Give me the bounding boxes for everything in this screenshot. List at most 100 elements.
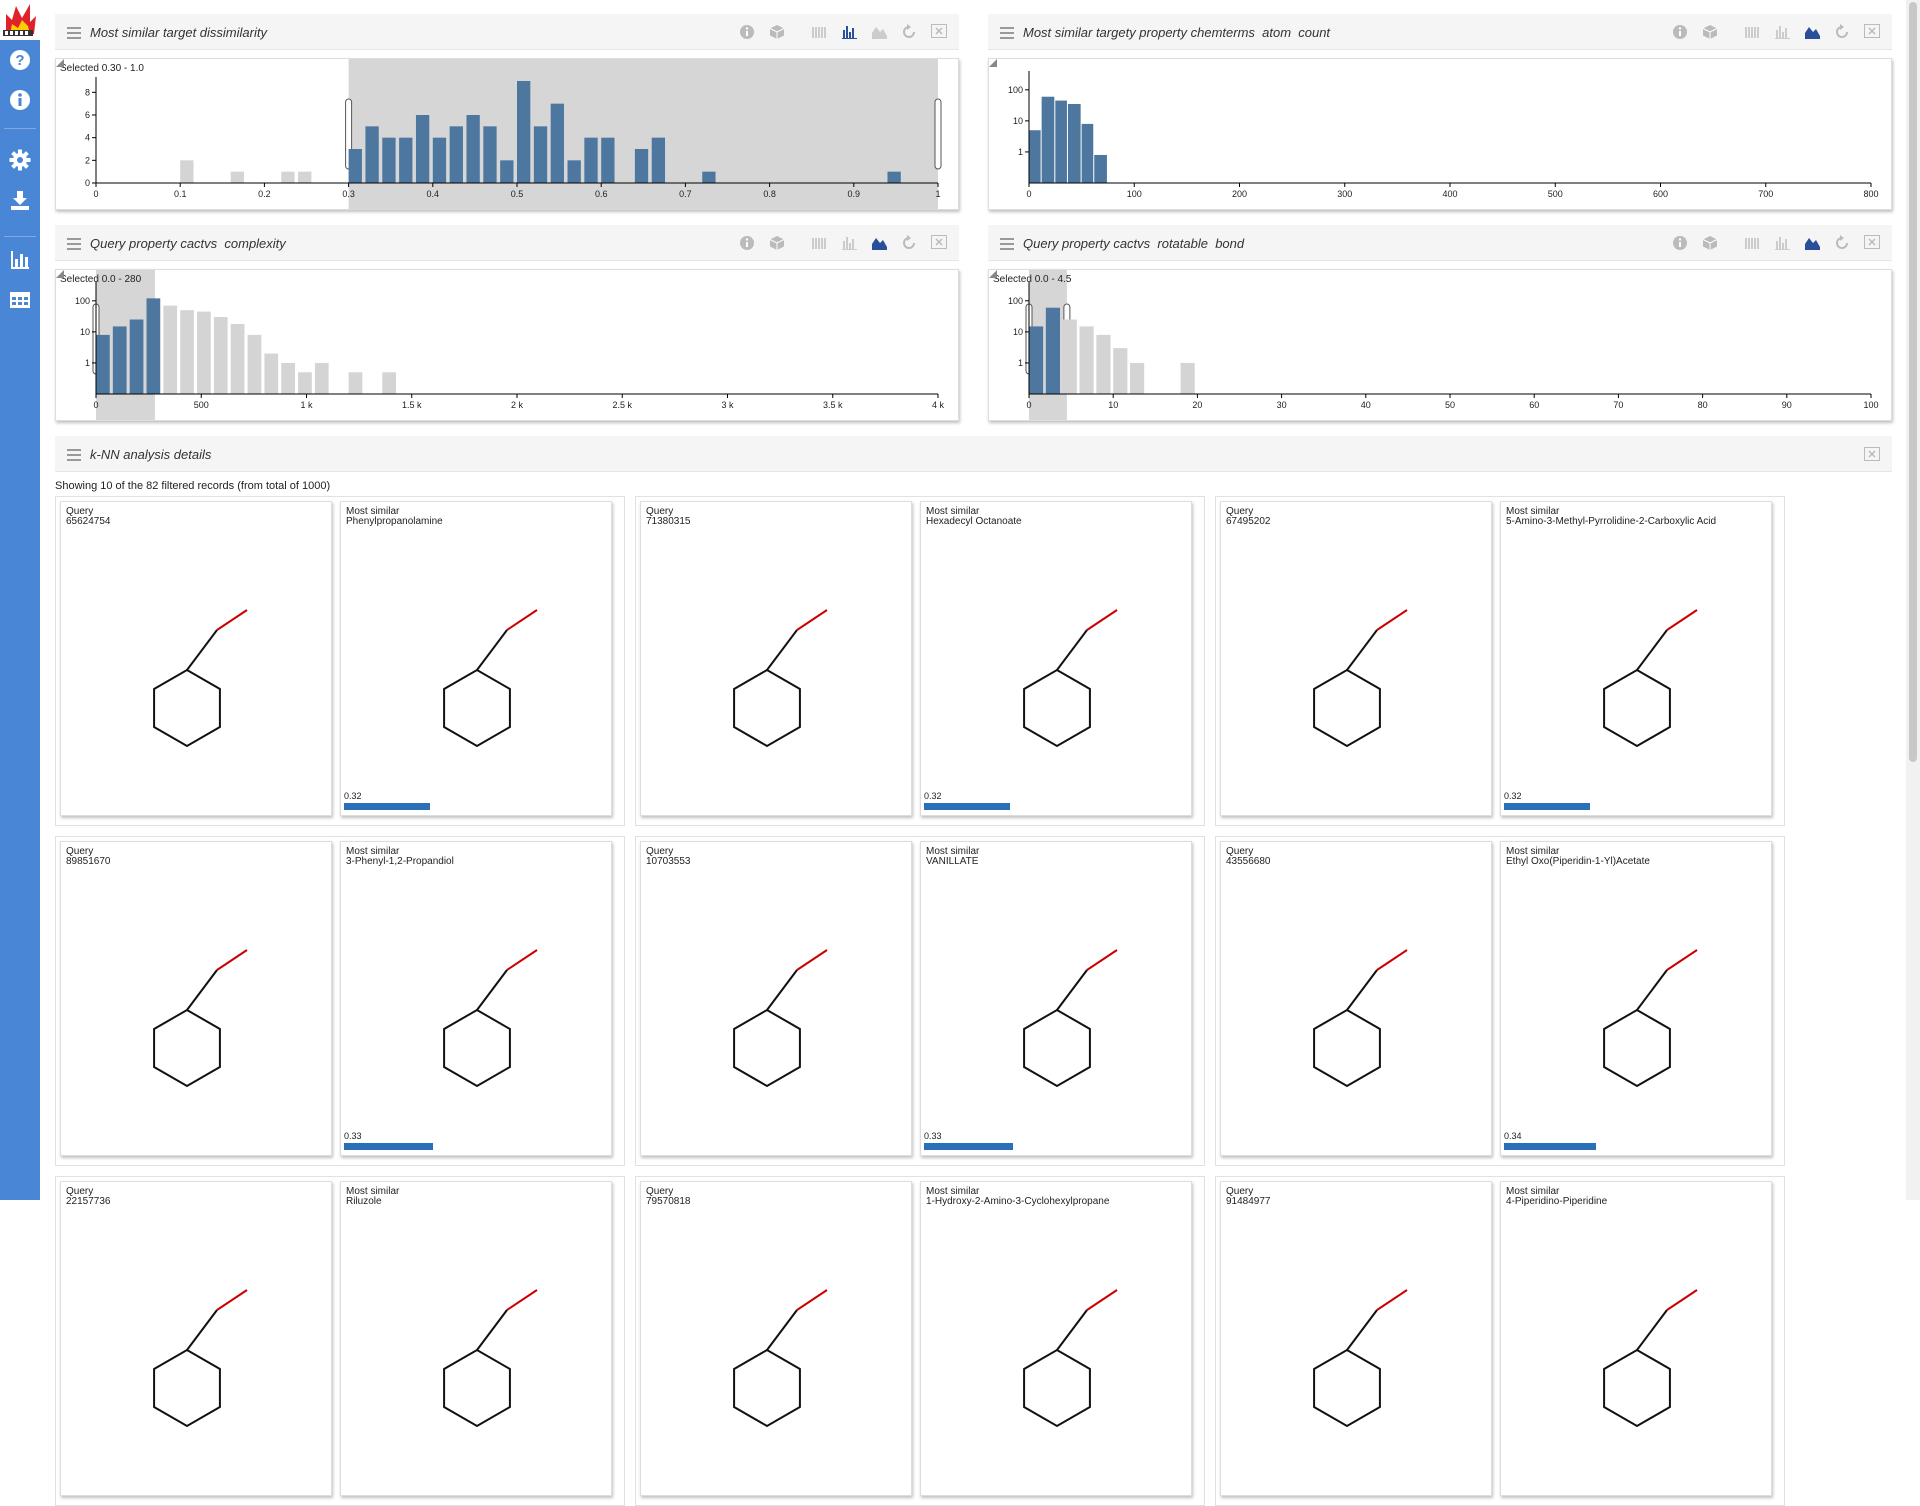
resize-handle-icon[interactable] — [56, 59, 64, 67]
similar-card[interactable]: Most similar Riluzole — [340, 1181, 612, 1496]
histogram-bar — [567, 160, 581, 183]
similar-card[interactable]: Most similar VANILLATE 0.33 — [920, 841, 1192, 1156]
y-tick-label: 10 — [1013, 327, 1023, 337]
similar-card[interactable]: Most similar Phenylpropanolamine 0.32 — [340, 501, 612, 816]
cube-icon[interactable] — [767, 234, 787, 252]
similar-card[interactable]: Most similar 5-Amino-3-Methyl-Pyrrolidine… — [1500, 501, 1772, 816]
area-view-icon[interactable] — [869, 23, 889, 41]
molecule-structure — [1023, 609, 1118, 748]
ring-bond — [1603, 668, 1671, 748]
info-icon[interactable] — [737, 234, 757, 252]
histogram-svg[interactable]: 0 500 1 k 1.5 k 2 k 2.5 k 3 k 3.5 k 4 k 1 10 100 — [56, 270, 960, 422]
x-tick-label: 2.5 k — [612, 400, 632, 410]
area-view-icon[interactable] — [1802, 234, 1822, 252]
histogram-bar — [129, 319, 144, 394]
histogram-bar — [146, 298, 161, 394]
similar-card[interactable]: Most similar 3-Phenyl-1,2-Propandiol 0.33 — [340, 841, 612, 1156]
resize-handle-icon[interactable] — [56, 270, 64, 278]
strip-view-icon[interactable] — [1742, 234, 1762, 252]
bar-view-icon[interactable] — [839, 234, 859, 252]
histogram-bar — [180, 310, 194, 394]
histogram-complexity[interactable]: 0 500 1 k 1.5 k 2 k 2.5 k 3 k 3.5 k 4 k 1 10 100 Se… — [55, 269, 959, 421]
x-tick-label: 500 — [194, 400, 209, 410]
table-icon[interactable] — [6, 286, 34, 314]
query-card[interactable]: Query 65624754 — [60, 501, 332, 816]
sidebar: ? — [0, 0, 40, 1200]
download-icon[interactable] — [6, 186, 34, 214]
reset-icon[interactable] — [1832, 23, 1852, 41]
cube-icon[interactable] — [767, 23, 787, 41]
close-icon[interactable] — [1862, 23, 1882, 41]
bar-view-icon[interactable] — [1772, 234, 1792, 252]
bond — [216, 1289, 248, 1311]
brush-handle[interactable] — [934, 98, 942, 170]
gear-icon[interactable] — [6, 146, 34, 174]
bond — [186, 969, 218, 1011]
bar-chart-icon[interactable] — [6, 246, 34, 274]
reset-icon[interactable] — [1832, 234, 1852, 252]
close-icon[interactable] — [929, 23, 949, 41]
area-view-icon[interactable] — [1802, 23, 1822, 41]
scrollbar-thumb[interactable] — [1909, 2, 1917, 762]
query-card[interactable]: Query 91484977 — [1220, 1181, 1492, 1496]
histogram-svg[interactable]: 0 0.1 0.2 0.3 0.4 0.5 0.6 0.7 0.8 0.9 1 0 2 4 6 8 — [56, 59, 960, 211]
bond — [766, 969, 798, 1011]
similar-card[interactable]: Most similar 4-Piperidino-Piperidine — [1500, 1181, 1772, 1496]
strip-view-icon[interactable] — [809, 23, 829, 41]
selection-brush[interactable] — [348, 59, 939, 209]
query-card[interactable]: Query 43556680 — [1220, 841, 1492, 1156]
app-logo[interactable] — [0, 0, 40, 40]
info-icon[interactable] — [737, 23, 757, 41]
help-icon[interactable]: ? — [6, 46, 34, 74]
close-icon[interactable] — [929, 234, 949, 252]
histogram-dissimilarity[interactable]: 0 0.1 0.2 0.3 0.4 0.5 0.6 0.7 0.8 0.9 1 0 2 4 6 8 Selec… — [55, 58, 959, 210]
hamburger-icon[interactable] — [67, 26, 81, 39]
selection-label: Selected 0.0 - 280 — [60, 274, 142, 285]
page-scrollbar[interactable] — [1906, 0, 1920, 1200]
hamburger-icon[interactable] — [67, 237, 81, 250]
histogram-rotatable-bond[interactable]: 0 10 20 30 40 50 60 70 80 90 100 1 10 100 Selected 0.… — [988, 269, 1892, 421]
histogram-bar — [163, 305, 178, 394]
molecule-structure — [1313, 949, 1408, 1088]
histogram-bar — [112, 326, 127, 394]
similar-card[interactable]: Most similar Ethyl Oxo(Piperidin-1-Yl)Ace… — [1500, 841, 1772, 1156]
bar-view-icon[interactable] — [1772, 23, 1792, 41]
similar-card[interactable]: Most similar 1-Hydroxy-2-Amino-3-Cyclohex… — [920, 1181, 1192, 1496]
strip-view-icon[interactable] — [809, 234, 829, 252]
resize-handle-icon[interactable] — [989, 59, 997, 67]
ring-bond — [1603, 1008, 1671, 1088]
y-tick-label: 0 — [85, 178, 90, 188]
info-icon[interactable] — [6, 86, 34, 114]
cube-icon[interactable] — [1700, 234, 1720, 252]
query-card[interactable]: Query 71380315 — [640, 501, 912, 816]
similar-card[interactable]: Most similar Hexadecyl Octanoate 0.32 — [920, 501, 1192, 816]
histogram-svg[interactable]: 0 100 200 300 400 500 600 700 800 1 10 100 — [989, 59, 1893, 211]
cube-icon[interactable] — [1700, 23, 1720, 41]
molecule-structure — [443, 949, 538, 1088]
close-icon[interactable] — [1862, 445, 1882, 463]
resize-handle-icon[interactable] — [989, 270, 997, 278]
query-card[interactable]: Query 10703553 — [640, 841, 912, 1156]
query-card[interactable]: Query 89851670 — [60, 841, 332, 1156]
hamburger-icon[interactable] — [1000, 237, 1014, 250]
molecule-structure — [1603, 609, 1698, 748]
similar-label: Most similar — [926, 846, 980, 857]
query-card[interactable]: Query 67495202 — [1220, 501, 1492, 816]
x-tick-label: 0 — [1026, 400, 1031, 410]
knn-pair: Query 91484977 Most similar 4-Piperidino-Pi… — [1215, 1176, 1785, 1506]
reset-icon[interactable] — [899, 23, 919, 41]
hamburger-icon[interactable] — [1000, 26, 1014, 39]
histogram-atom-count[interactable]: 0 100 200 300 400 500 600 700 800 1 10 100 — [988, 58, 1892, 210]
query-card[interactable]: Query 79570818 — [640, 1181, 912, 1496]
hamburger-icon[interactable] — [67, 448, 81, 461]
info-icon[interactable] — [1670, 234, 1690, 252]
area-view-icon[interactable] — [869, 234, 889, 252]
reset-icon[interactable] — [899, 234, 919, 252]
query-card[interactable]: Query 22157736 — [60, 1181, 332, 1496]
info-icon[interactable] — [1670, 23, 1690, 41]
ring-bond — [1313, 1348, 1381, 1428]
close-icon[interactable] — [1862, 234, 1882, 252]
bar-view-icon[interactable] — [839, 23, 859, 41]
strip-view-icon[interactable] — [1742, 23, 1762, 41]
